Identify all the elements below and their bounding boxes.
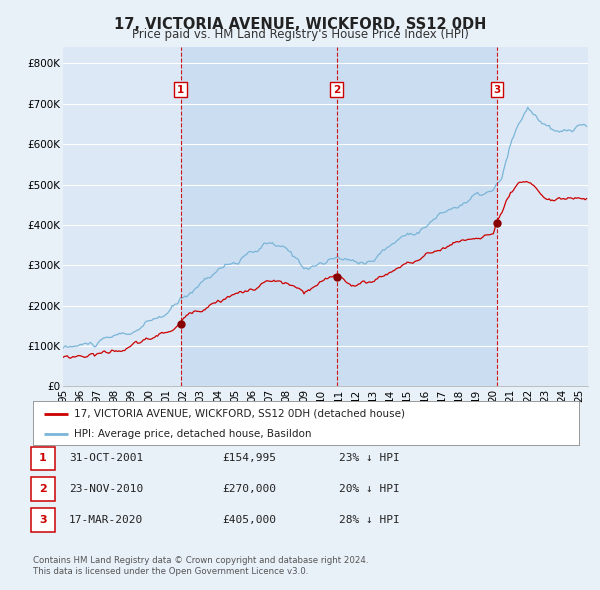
Text: 17-MAR-2020: 17-MAR-2020: [69, 515, 143, 525]
Text: 1: 1: [177, 84, 184, 94]
Text: 17, VICTORIA AVENUE, WICKFORD, SS12 0DH (detached house): 17, VICTORIA AVENUE, WICKFORD, SS12 0DH …: [74, 409, 405, 418]
Text: 23-NOV-2010: 23-NOV-2010: [69, 484, 143, 494]
Text: 28% ↓ HPI: 28% ↓ HPI: [339, 515, 400, 525]
Text: £405,000: £405,000: [222, 515, 276, 525]
Text: Contains HM Land Registry data © Crown copyright and database right 2024.
This d: Contains HM Land Registry data © Crown c…: [33, 556, 368, 576]
Text: 2: 2: [39, 484, 47, 494]
Text: 31-OCT-2001: 31-OCT-2001: [69, 454, 143, 463]
Text: 17, VICTORIA AVENUE, WICKFORD, SS12 0DH: 17, VICTORIA AVENUE, WICKFORD, SS12 0DH: [114, 17, 486, 31]
Text: HPI: Average price, detached house, Basildon: HPI: Average price, detached house, Basi…: [74, 430, 311, 440]
Text: £270,000: £270,000: [222, 484, 276, 494]
Text: 2: 2: [333, 84, 340, 94]
Text: 3: 3: [493, 84, 500, 94]
Text: 3: 3: [39, 515, 47, 525]
Bar: [181, 47, 497, 386]
Text: £154,995: £154,995: [222, 454, 276, 463]
Text: Price paid vs. HM Land Registry's House Price Index (HPI): Price paid vs. HM Land Registry's House …: [131, 28, 469, 41]
Text: 20% ↓ HPI: 20% ↓ HPI: [339, 484, 400, 494]
Text: 23% ↓ HPI: 23% ↓ HPI: [339, 454, 400, 463]
Text: 1: 1: [39, 454, 47, 463]
